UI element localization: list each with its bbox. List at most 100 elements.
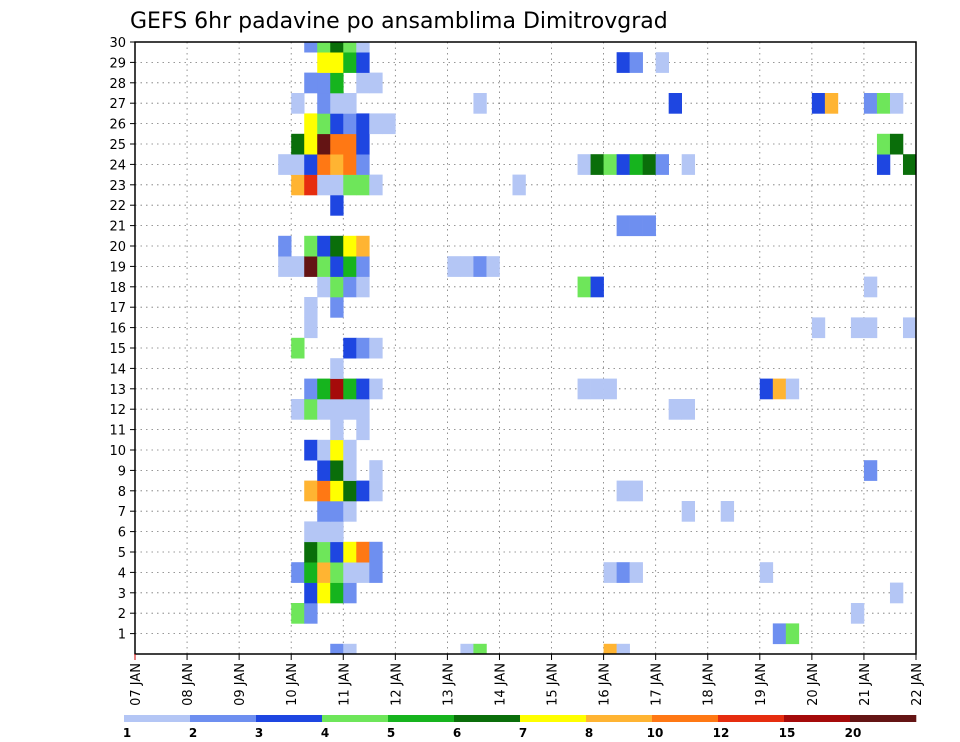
heatmap-cell [330,276,344,298]
heatmap-cell [330,235,344,257]
heatmap-cell [603,378,617,400]
heatmap-cell [317,52,331,73]
heatmap-cell [759,562,774,583]
heatmap-cells [278,42,917,655]
heatmap-cell [616,480,630,502]
heatmap-cell [317,480,331,502]
heatmap-cell [863,93,878,114]
heatmap-cell [369,113,383,135]
heatmap-cell [343,541,357,563]
x-tick-label: 08 JAN [181,663,196,706]
heatmap-cell [343,643,357,655]
colorbar-swatch [850,715,917,722]
colorbar-swatch [256,715,323,722]
colorbar-label: 12 [713,726,730,740]
y-tick-label: 2 [118,607,126,622]
heatmap-cell [343,399,357,420]
heatmap-cell [356,337,370,359]
heatmap-cell [304,256,318,277]
y-tick-label: 28 [109,77,126,92]
heatmap-cell [356,562,370,583]
colorbar-label: 15 [779,726,796,740]
x-tick-label: 13 JAN [441,663,456,706]
heatmap-cell [330,154,344,175]
heatmap-cell [902,317,917,339]
heatmap-cell [291,399,305,420]
heatmap-cell [668,93,682,114]
y-tick-label: 29 [109,56,126,71]
y-tick-label: 30 [109,36,126,51]
heatmap-cell [317,378,331,400]
heatmap-cell [330,501,344,522]
heatmap-cell [642,154,656,175]
heatmap-cell [330,419,344,441]
heatmap-cell [486,256,500,277]
heatmap-cell [317,541,331,563]
colorbar-swatch [388,715,455,722]
heatmap-cell [369,562,383,583]
colorbar-label: 8 [585,726,593,740]
heatmap-cell [356,235,370,257]
heatmap-cell [330,521,344,543]
x-tick-label: 12 JAN [389,663,404,706]
heatmap-cell [356,113,370,135]
colorbar-swatch [586,715,653,722]
heatmap-cell [824,93,839,114]
heatmap-cell [655,154,669,175]
heatmap-cell [343,154,357,175]
heatmap-cell [356,378,370,400]
heatmap-cell [668,399,682,420]
x-tick-label: 11 JAN [337,663,352,706]
heatmap-cell [317,133,331,155]
heatmap-cell [317,72,331,94]
y-tick-label: 19 [109,260,126,275]
y-tick-label: 22 [109,199,126,214]
heatmap-cell [304,72,318,94]
colorbar-swatch [652,715,719,722]
y-tick-label: 14 [109,362,126,377]
heatmap-cell [304,174,318,196]
y-axis: 1234567891011121314151617181920212223242… [109,36,135,643]
heatmap-cell [785,623,800,645]
y-tick-label: 20 [109,240,126,255]
heatmap-cell [369,337,383,359]
heatmap-cell [343,256,357,277]
heatmap-cell [343,582,357,604]
heatmap-cell [356,42,370,53]
heatmap-cell [291,154,305,175]
y-tick-label: 7 [118,505,126,520]
heatmap-cell [473,93,487,114]
heatmap-cell [616,215,630,237]
heatmap-cell [369,460,383,481]
heatmap-cell [317,501,331,522]
heatmap-cell [304,521,318,543]
heatmap-cell [889,93,904,114]
colorbar-legend: 1 2 3 4 5 6 7 8 10 12 15 20 [123,715,917,740]
heatmap-cell [616,52,630,73]
x-tick-label: 16 JAN [598,663,613,706]
heatmap-cell [330,562,344,583]
x-tick-label: 20 JAN [806,663,821,706]
x-axis: 07 JAN 08 JAN 09 JAN 10 JAN 11 JAN 12 JAN 13 J… [129,654,925,706]
heatmap-cell [629,52,643,73]
heatmap-cell [343,378,357,400]
heatmap-cell [330,582,344,604]
heatmap-cell [343,113,357,135]
heatmap-cell [330,643,344,655]
heatmap-cell [304,113,318,135]
y-tick-label: 12 [109,403,126,418]
heatmap-cell [330,174,344,196]
colorbar-swatch [124,715,191,722]
heatmap-cell [473,256,487,277]
heatmap-cell [356,480,370,502]
colorbar-label: 7 [519,726,527,740]
heatmap-cell [356,256,370,277]
heatmap-cell [317,582,331,604]
heatmap-cell [811,317,826,339]
heatmap-cell [291,337,305,359]
heatmap-cell [460,643,474,655]
heatmap-cell [629,154,643,175]
heatmap-cell [330,113,344,135]
heatmap-cell [330,480,344,502]
x-tick-label: 19 JAN [754,663,769,706]
